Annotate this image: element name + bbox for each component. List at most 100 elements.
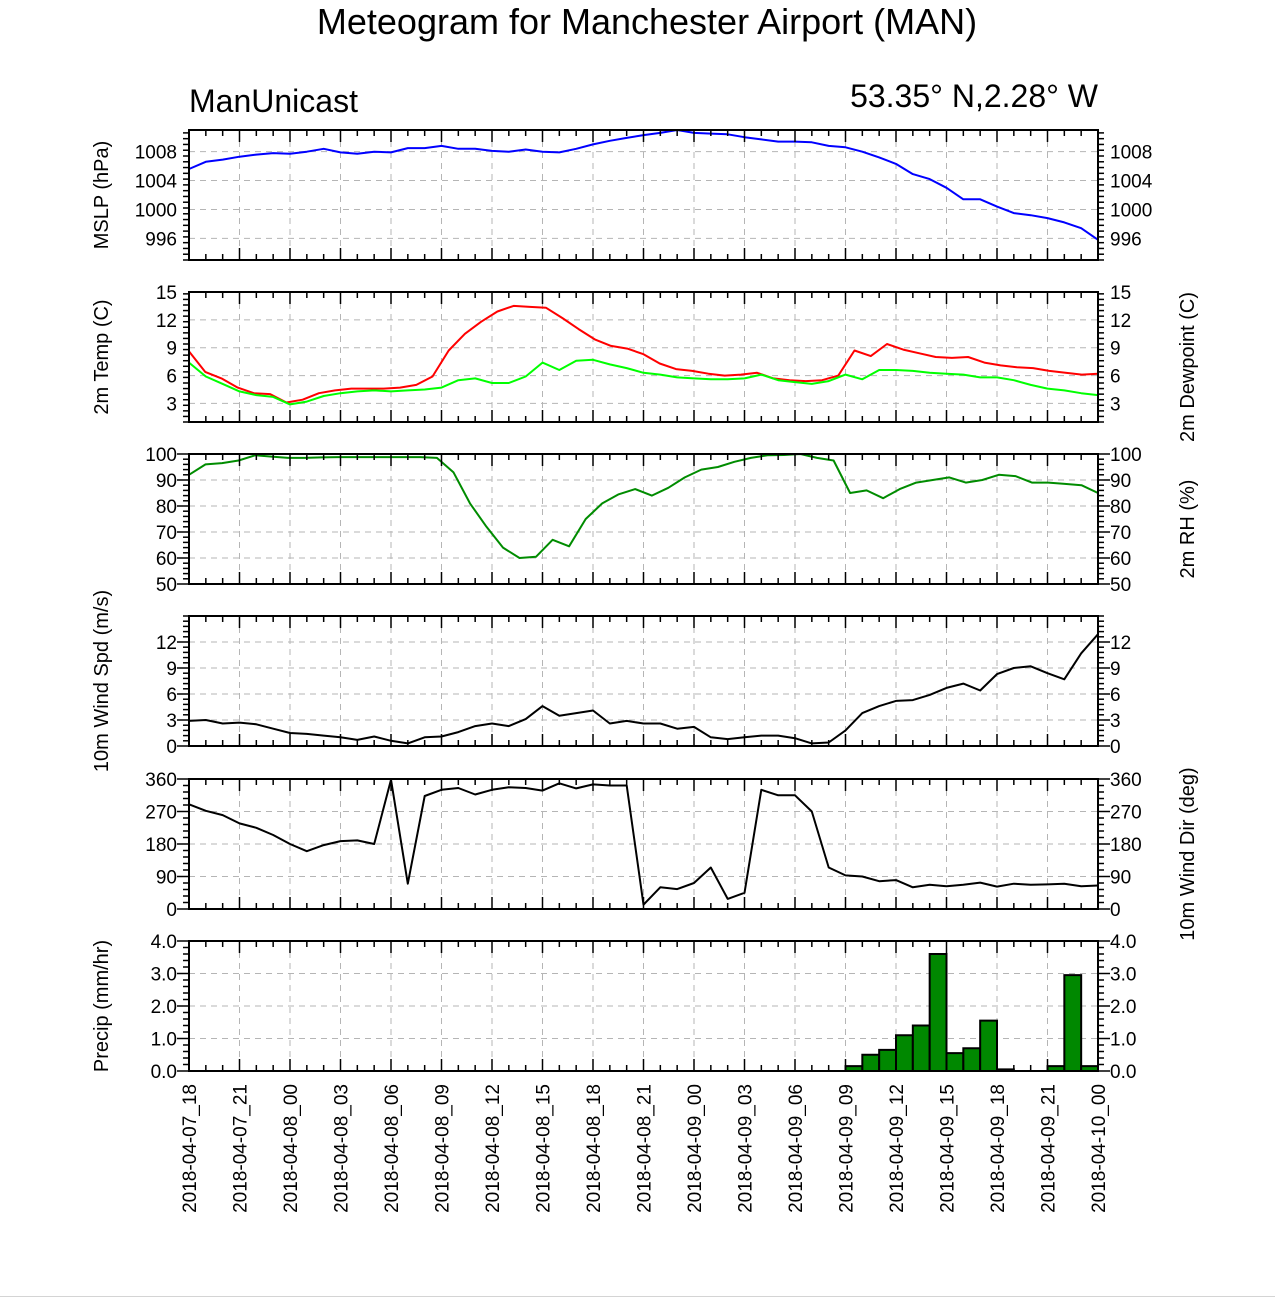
x-tick-label: 2018-04-07_18 xyxy=(180,1084,201,1213)
x-tick-label: 2018-04-08_06 xyxy=(382,1084,403,1213)
y-tick-label: 2.0 xyxy=(1110,997,1136,1018)
y-tick-label: 6 xyxy=(166,367,177,388)
y-tick-label: 180 xyxy=(145,835,177,856)
y-tick-label: 996 xyxy=(145,229,177,250)
y-tick-label: 0.0 xyxy=(1110,1062,1136,1083)
subtitle-right: 53.35° N,2.28° W xyxy=(850,78,1099,114)
y-tick-label: 90 xyxy=(156,868,177,889)
y-tick-label: 3 xyxy=(1110,711,1121,732)
y-tick-label: 15 xyxy=(1110,283,1131,304)
x-tick-label: 2018-04-08_03 xyxy=(332,1084,353,1213)
y-tick-label: 1004 xyxy=(135,172,178,193)
x-axis-tick-labels: 2018-04-07_18 2018-04-07_21 2018-04-08_00 2… xyxy=(180,1084,1110,1213)
figure-title: Meteogram for Manchester Airport (MAN) xyxy=(317,1,977,42)
y-tick-label: 0 xyxy=(1110,737,1121,758)
y-tick-label: 4.0 xyxy=(151,932,177,953)
series-line-1 xyxy=(188,778,1099,906)
y-tick-label: 90 xyxy=(1110,471,1131,492)
y-axis-title-left: 10m Wind Spd (m/s) xyxy=(91,590,113,772)
y-tick-label: 360 xyxy=(145,770,177,791)
precip-bar xyxy=(928,953,948,1072)
y-axis-title-right: 10m Wind Dir (deg) xyxy=(1177,767,1199,940)
precip-bar xyxy=(895,1034,914,1072)
y-tick-label: 60 xyxy=(1110,549,1131,570)
panel-5: 0 0 90 90 180 180 270 270 360 360 10m Wind Dir (de… xyxy=(145,767,1199,940)
y-tick-label: 0 xyxy=(166,737,177,758)
x-tick-label: 2018-04-08_18 xyxy=(584,1084,605,1213)
y-axis-title-left: 2m Temp (C) xyxy=(91,299,113,414)
panel-3: 50 50 60 60 70 70 80 80 90 90 100 100 2m RH (%) xyxy=(145,445,1199,596)
x-tick-label: 2018-04-07_21 xyxy=(231,1084,252,1213)
y-tick-label: 3.0 xyxy=(151,965,177,986)
y-tick-label: 270 xyxy=(1110,803,1142,824)
x-tick-label: 2018-04-09_03 xyxy=(736,1084,757,1213)
y-axis-title-left: MSLP (hPa) xyxy=(91,141,113,250)
y-tick-label: 100 xyxy=(145,445,177,466)
y-axis-title-right: 2m RH (%) xyxy=(1177,480,1199,579)
y-tick-label: 1008 xyxy=(1110,143,1152,164)
y-tick-label: 2.0 xyxy=(151,997,177,1018)
x-tick-label: 2018-04-10_00 xyxy=(1089,1084,1110,1213)
x-tick-label: 2018-04-09_15 xyxy=(938,1084,959,1213)
y-tick-label: 60 xyxy=(156,549,177,570)
y-tick-label: 360 xyxy=(1110,770,1142,791)
precip-bar xyxy=(962,1047,982,1072)
y-tick-label: 4.0 xyxy=(1110,932,1136,953)
x-tick-label: 2018-04-08_12 xyxy=(483,1084,504,1213)
y-tick-label: 0 xyxy=(1110,900,1121,921)
y-axis-title-left: Precip (mm/hr) xyxy=(91,940,113,1072)
panel-4: 0 0 3 3 6 6 9 9 12 12 10m Wind Spd (m/s) xyxy=(91,590,1131,772)
precip-bar xyxy=(945,1052,965,1072)
y-tick-label: 1008 xyxy=(135,143,177,164)
y-tick-label: 0.0 xyxy=(151,1062,177,1083)
y-tick-label: 70 xyxy=(1110,523,1131,544)
panel-2: 3 3 6 6 9 9 12 12 15 15 2m Temp (C) 2m Dewpoint (C) xyxy=(91,283,1199,442)
y-tick-label: 12 xyxy=(156,633,177,654)
y-tick-label: 6 xyxy=(1110,685,1121,706)
y-tick-label: 50 xyxy=(1110,575,1131,596)
y-tick-label: 80 xyxy=(156,497,177,518)
panel-1: 996 996 1000 1000 1004 1004 1008 1008 MSLP (hPa) xyxy=(91,129,1153,261)
y-axis-title-right: 2m Dewpoint (C) xyxy=(1177,292,1199,442)
series-line-1 xyxy=(188,304,1099,404)
y-tick-label: 9 xyxy=(166,339,177,360)
y-tick-label: 12 xyxy=(1110,311,1131,332)
y-tick-label: 3 xyxy=(1110,394,1121,415)
y-tick-label: 9 xyxy=(1110,659,1121,680)
y-tick-label: 1000 xyxy=(1110,200,1152,221)
panel-6: 0.0 0.0 1.0 1.0 2.0 2.0 3.0 3.0 4.0 4.0 Precip (mm… xyxy=(91,932,1136,1083)
x-tick-label: 2018-04-09_09 xyxy=(837,1084,858,1213)
bottom-divider xyxy=(0,1296,1275,1297)
y-tick-label: 1.0 xyxy=(1110,1030,1136,1051)
y-tick-label: 80 xyxy=(1110,497,1131,518)
y-tick-label: 90 xyxy=(156,471,177,492)
y-tick-label: 9 xyxy=(1110,339,1121,360)
x-tick-label: 2018-04-09_06 xyxy=(786,1084,807,1213)
precip-bar xyxy=(878,1048,898,1072)
y-tick-label: 3 xyxy=(166,711,177,732)
y-tick-label: 3.0 xyxy=(1110,965,1136,986)
x-tick-label: 2018-04-09_12 xyxy=(887,1084,908,1213)
x-tick-label: 2018-04-09_00 xyxy=(685,1084,706,1213)
y-tick-label: 1000 xyxy=(135,200,177,221)
precip-bar xyxy=(911,1024,931,1072)
y-tick-label: 90 xyxy=(1110,868,1131,889)
y-tick-label: 996 xyxy=(1110,229,1142,250)
y-tick-label: 180 xyxy=(1110,835,1142,856)
y-tick-label: 6 xyxy=(1110,367,1121,388)
y-tick-label: 9 xyxy=(166,659,177,680)
y-tick-label: 12 xyxy=(1110,633,1131,654)
y-tick-label: 6 xyxy=(166,685,177,706)
x-tick-label: 2018-04-09_21 xyxy=(1039,1084,1060,1213)
y-tick-label: 50 xyxy=(156,575,177,596)
y-tick-label: 15 xyxy=(156,283,177,304)
precip-bar xyxy=(861,1053,881,1072)
series-line-2 xyxy=(188,358,1099,406)
precip-bar xyxy=(1063,974,1083,1072)
y-tick-label: 100 xyxy=(1110,445,1142,466)
subtitle-left: ManUnicast xyxy=(189,83,358,119)
y-tick-label: 270 xyxy=(145,803,177,824)
y-tick-label: 70 xyxy=(156,523,177,544)
